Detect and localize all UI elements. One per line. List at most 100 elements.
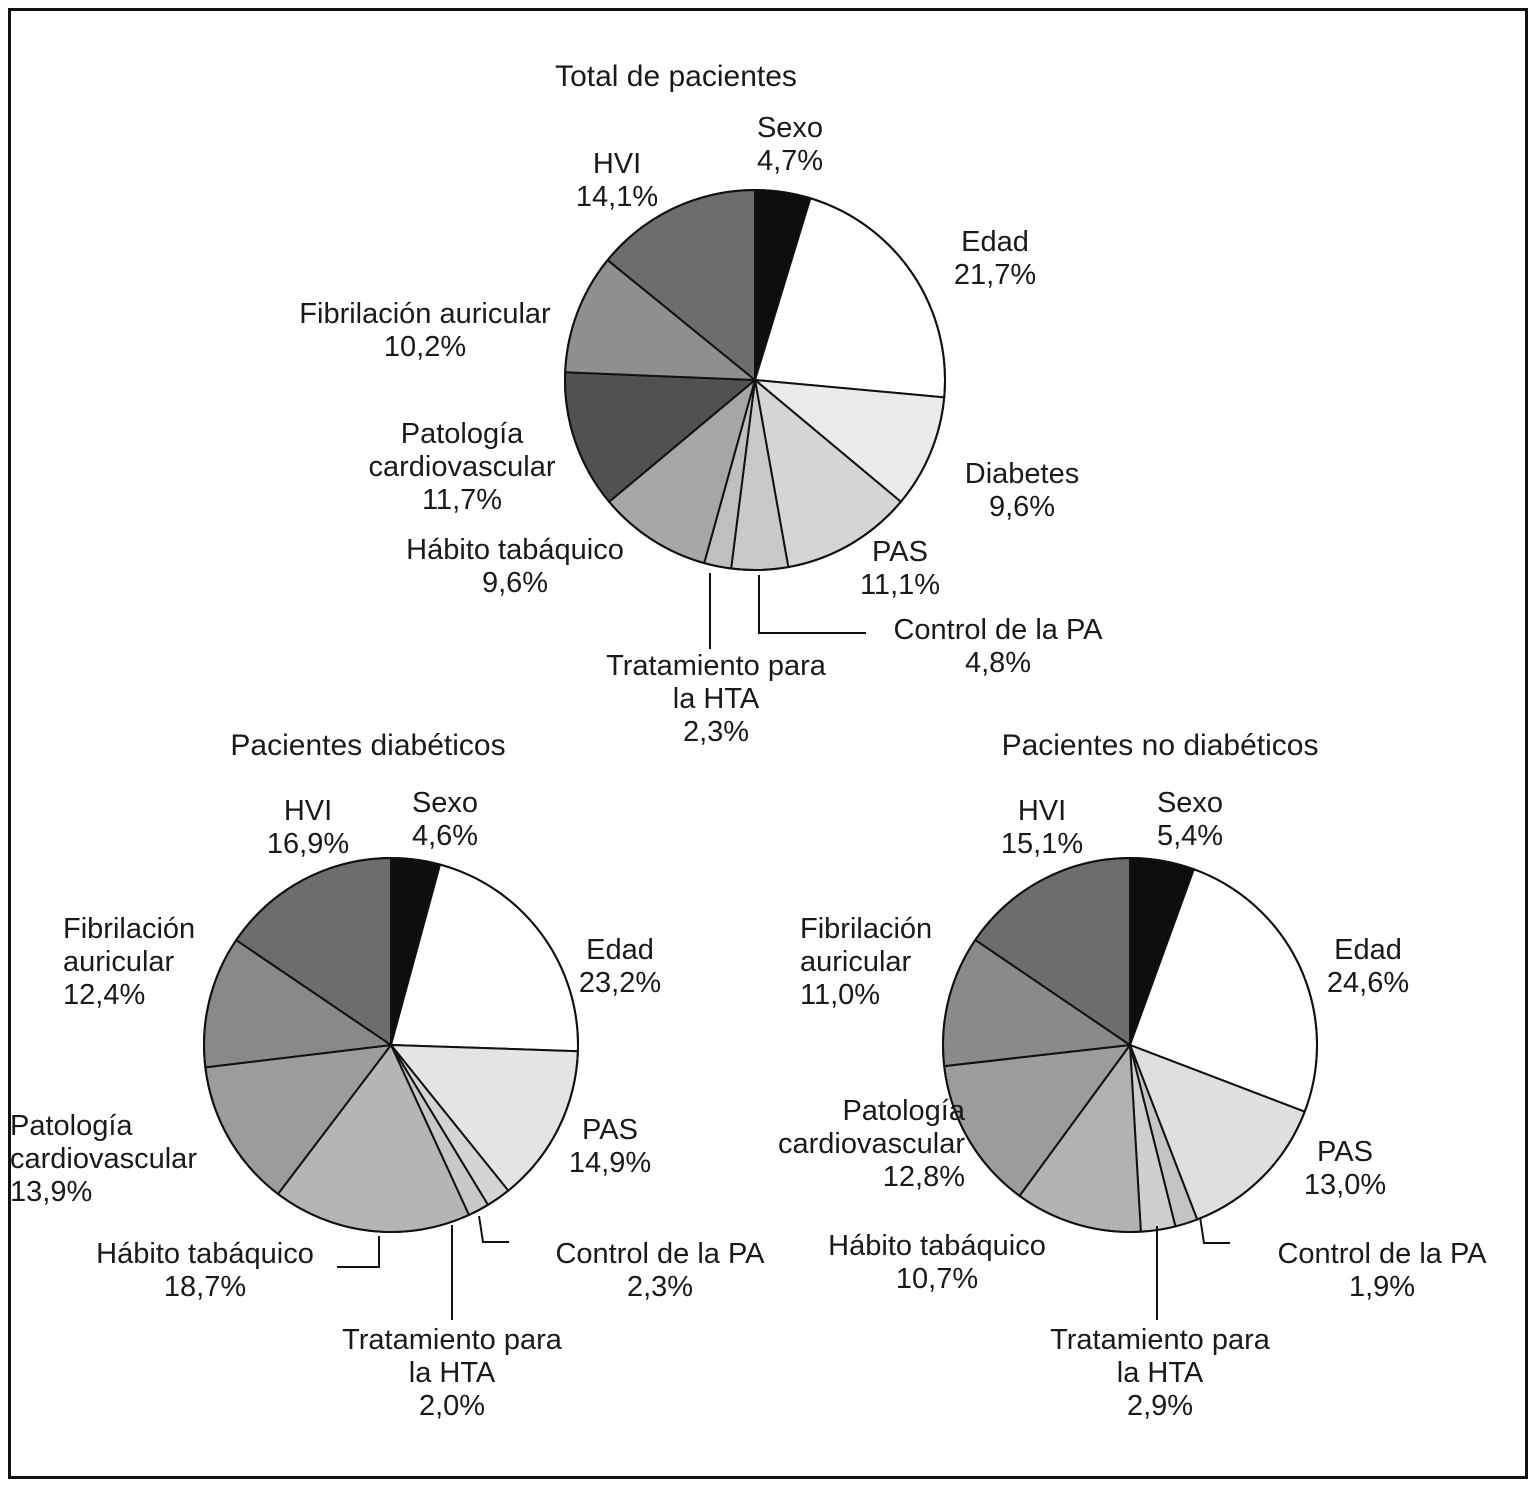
- slice-label-line: 18,7%: [163, 1271, 247, 1303]
- slice-label-line: 14,9%: [568, 1147, 652, 1179]
- slice-label-diabeticos-patologia: Patología cardiovascular 13,9%: [10, 1110, 197, 1209]
- pie-total: [564, 189, 946, 649]
- slice-label-total-tratamiento: Tratamiento para la HTA 2,3%: [606, 650, 826, 749]
- slice-label-line: cardiovascular: [10, 1143, 197, 1175]
- slice-label-no_diabeticos-hvi: HVI 15,1%: [1001, 795, 1083, 861]
- slice-label-line: 11,7%: [421, 484, 503, 516]
- slice-label-line: Sexo: [1156, 787, 1224, 819]
- slice-label-diabeticos-control: Control de la PA 2,3%: [555, 1238, 764, 1304]
- chart-title-no-diabeticos: Pacientes no diabéticos: [1001, 729, 1319, 762]
- slice-label-total-patologia: Patología cardiovascular 11,7%: [369, 418, 556, 517]
- slice-label-total-control: Control de la PA 4,8%: [893, 614, 1102, 680]
- slice-label-line: 11,1%: [859, 569, 941, 601]
- slice-label-line: 5,4%: [1156, 820, 1224, 852]
- slice-label-line: 4,8%: [964, 647, 1032, 679]
- slice-label-line: cardiovascular: [368, 451, 556, 483]
- pie-outline-diabeticos: [203, 857, 579, 1233]
- slice-label-line: Tratamiento para: [1050, 1324, 1270, 1356]
- slice-label-line: 14,1%: [575, 181, 659, 213]
- slice-label-line: 13,9%: [10, 1176, 93, 1208]
- leader-line-no_diabeticos-1: [1199, 1216, 1230, 1244]
- slice-label-line: Sexo: [411, 787, 479, 819]
- slice-label-no_diabeticos-habito: Hábito tabáquico 10,7%: [828, 1230, 1046, 1296]
- slice-label-line: 13,0%: [1303, 1169, 1387, 1201]
- slice-label-line: 2,3%: [626, 1271, 694, 1303]
- slice-label-line: Patología: [10, 1110, 133, 1142]
- slice-label-line: 2,0%: [418, 1390, 486, 1422]
- slice-label-line: Diabetes: [964, 458, 1080, 490]
- slice-label-line: Hábito tabáquico: [96, 1238, 314, 1270]
- slice-label-line: Hábito tabáquico: [406, 534, 624, 566]
- slice-label-line: PAS: [582, 1114, 638, 1146]
- slice-label-line: 23,2%: [578, 967, 662, 999]
- slice-label-line: HVI: [592, 148, 642, 180]
- slice-label-line: 12,8%: [882, 1161, 965, 1193]
- slice-label-line: 24,6%: [1326, 967, 1410, 999]
- pie-outline-no_diabeticos: [942, 857, 1318, 1233]
- slice-label-line: auricular: [63, 946, 175, 978]
- chart-title-total: Total de pacientes: [555, 60, 797, 93]
- slice-label-total-hvi: HVI 14,1%: [576, 148, 658, 214]
- leader-line-total-1: [758, 575, 866, 634]
- slice-label-line: Tratamiento para: [606, 650, 826, 682]
- slice-label-diabeticos-edad: Edad 23,2%: [579, 934, 661, 1000]
- slice-label-total-diabetes: Diabetes 9,6%: [965, 458, 1079, 524]
- slice-label-no_diabeticos-tratamiento: Tratamiento para la HTA 2,9%: [1050, 1324, 1270, 1423]
- slice-label-line: 2,9%: [1126, 1390, 1194, 1422]
- slice-label-line: 21,7%: [953, 259, 1037, 291]
- slice-label-line: Fibrilación: [63, 913, 196, 945]
- slice-label-line: 9,6%: [988, 491, 1056, 523]
- slice-label-total-pas: PAS 11,1%: [860, 536, 940, 602]
- slice-label-line: 10,7%: [895, 1263, 979, 1295]
- slice-label-line: la HTA: [1116, 1357, 1204, 1389]
- slice-label-line: 11,0%: [800, 979, 881, 1011]
- slice-label-no_diabeticos-pas: PAS 13,0%: [1304, 1136, 1386, 1202]
- slice-label-line: PAS: [872, 536, 928, 568]
- slice-label-line: Fibrilación auricular: [299, 298, 551, 330]
- slice-label-no_diabeticos-fibrilacion: Fibrilación auricular 11,0%: [800, 913, 932, 1012]
- slice-label-line: Tratamiento para: [342, 1324, 562, 1356]
- pie-outline-total: [564, 189, 946, 571]
- slice-label-line: Edad: [1334, 934, 1402, 966]
- slice-label-total-edad: Edad 21,7%: [954, 226, 1036, 292]
- slice-label-line: PAS: [1317, 1136, 1373, 1168]
- slice-label-diabeticos-pas: PAS 14,9%: [569, 1114, 651, 1180]
- slice-label-line: Sexo: [756, 112, 824, 144]
- slice-label-line: Edad: [586, 934, 654, 966]
- slice-label-diabeticos-sexo: Sexo 4,6%: [412, 787, 478, 853]
- slice-label-line: 2,3%: [682, 716, 750, 748]
- slice-label-line: Hábito tabáquico: [828, 1230, 1046, 1262]
- slice-label-line: Control de la PA: [893, 614, 1103, 646]
- slice-label-total-sexo: Sexo 4,7%: [757, 112, 823, 178]
- slice-label-no_diabeticos-patologia: Patología cardiovascular 12,8%: [778, 1095, 965, 1194]
- slice-label-line: Patología: [400, 418, 524, 450]
- slice-label-line: 9,6%: [481, 567, 549, 599]
- slice-label-diabeticos-hvi: HVI 16,9%: [267, 795, 349, 861]
- slice-label-line: la HTA: [408, 1357, 496, 1389]
- slice-label-line: 4,6%: [411, 820, 479, 852]
- pie-diabeticos: [203, 857, 579, 1320]
- slice-label-line: cardiovascular: [778, 1128, 965, 1160]
- slice-label-line: 12,4%: [63, 979, 146, 1011]
- slice-label-diabeticos-fibrilacion: Fibrilación auricular 12,4%: [63, 913, 195, 1012]
- slice-label-total-habito: Hábito tabáquico 9,6%: [406, 534, 624, 600]
- slice-label-line: auricular: [800, 946, 912, 978]
- pie-no_diabeticos: [942, 857, 1318, 1320]
- slice-label-line: Fibrilación: [800, 913, 933, 945]
- slice-label-line: HVI: [1017, 795, 1067, 827]
- slice-label-line: 4,7%: [756, 145, 824, 177]
- slice-label-no_diabeticos-control: Control de la PA 1,9%: [1277, 1238, 1486, 1304]
- slice-label-line: 10,2%: [383, 331, 467, 363]
- slice-label-line: HVI: [283, 795, 333, 827]
- slice-label-line: 1,9%: [1348, 1271, 1416, 1303]
- slice-label-no_diabeticos-sexo: Sexo 5,4%: [1157, 787, 1223, 853]
- slice-label-line: 15,1%: [1000, 828, 1084, 860]
- slice-label-no_diabeticos-edad: Edad 24,6%: [1327, 934, 1409, 1000]
- slice-label-line: 16,9%: [266, 828, 350, 860]
- slice-label-diabeticos-tratamiento: Tratamiento para la HTA 2,0%: [342, 1324, 562, 1423]
- slice-label-line: Patología: [842, 1095, 965, 1127]
- slice-label-total-fibrilacion: Fibrilación auricular 10,2%: [299, 298, 550, 364]
- chart-title-diabeticos: Pacientes diabéticos: [230, 729, 506, 762]
